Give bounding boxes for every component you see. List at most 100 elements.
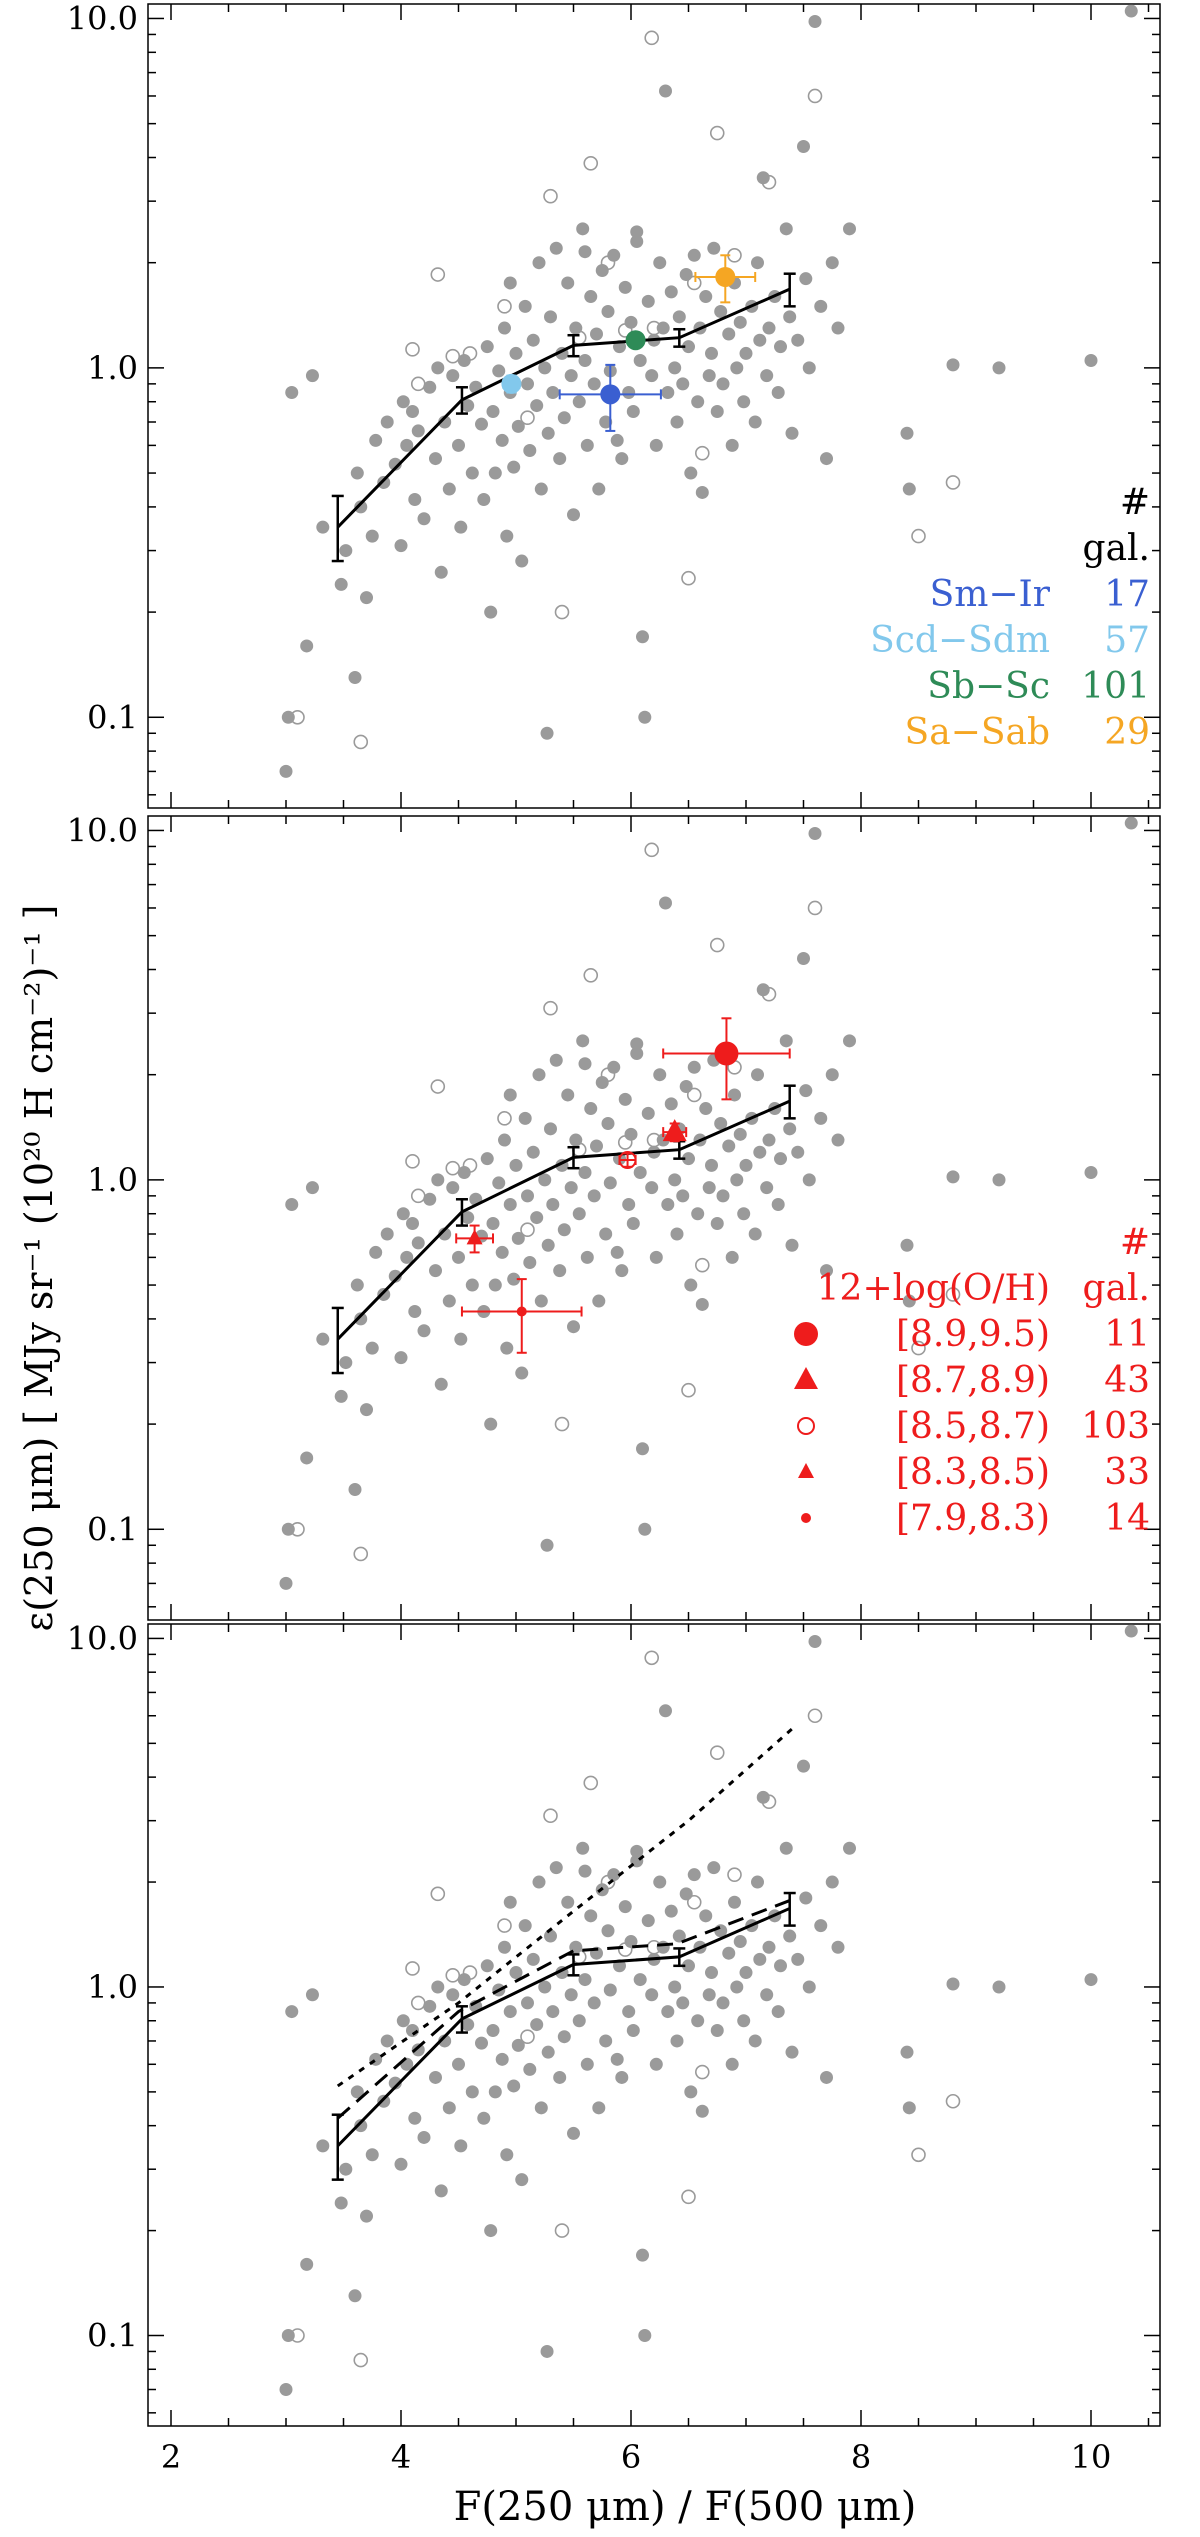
galaxy-point	[779, 222, 793, 236]
galaxy-point	[540, 1538, 554, 1552]
series-marker	[618, 1150, 637, 1169]
galaxy-point	[626, 1217, 640, 1231]
galaxy-point	[377, 1287, 391, 1301]
galaxy-point-open	[686, 1894, 702, 1910]
galaxy-point	[339, 1356, 353, 1370]
galaxy-point	[695, 1297, 709, 1311]
galaxy-point	[618, 280, 632, 294]
galaxy-point	[607, 1060, 621, 1074]
galaxy-point	[831, 1133, 845, 1147]
galaxy-point	[515, 1366, 529, 1380]
galaxy-point	[902, 1294, 916, 1308]
galaxy-point	[661, 2005, 675, 2019]
galaxy-point	[477, 493, 491, 507]
galaxy-point	[670, 2034, 684, 2048]
galaxy-point	[576, 222, 590, 236]
galaxy-point-open	[646, 320, 662, 336]
galaxy-point-open	[520, 2029, 535, 2044]
legend-marker	[797, 1417, 815, 1435]
galaxy-point	[457, 353, 471, 367]
galaxy-point	[549, 241, 563, 255]
y-tick-label: 1.0	[87, 1968, 138, 2006]
galaxy-point	[722, 327, 736, 341]
galaxy-point	[676, 1996, 690, 2010]
galaxy-point	[737, 1207, 751, 1221]
legend-entry-count: 17	[1104, 574, 1150, 615]
galaxy-point-open	[520, 1222, 535, 1238]
galaxy-point	[622, 2005, 636, 2019]
galaxy-point	[492, 1176, 506, 1190]
galaxy-point	[730, 1980, 744, 1994]
galaxy-point	[762, 321, 776, 335]
legend-marker	[794, 1367, 818, 1389]
galaxy-point	[530, 2018, 544, 2032]
galaxy-point	[760, 369, 774, 383]
galaxy-point	[659, 1704, 672, 1718]
galaxy-point	[716, 377, 730, 391]
galaxy-point	[484, 605, 498, 619]
galaxy-point	[705, 346, 718, 360]
galaxy-point	[695, 485, 709, 499]
galaxy-point	[705, 1966, 718, 1980]
galaxy-point	[452, 1250, 465, 1264]
galaxy-point-open	[554, 604, 570, 620]
galaxy-point	[534, 1294, 548, 1308]
galaxy-point-open	[807, 900, 823, 916]
y-tick-label: 0.1	[87, 698, 138, 736]
galaxy-point	[664, 1097, 678, 1111]
galaxy-point	[753, 1145, 767, 1159]
galaxy-point	[774, 1152, 787, 1166]
galaxy-point-open	[761, 986, 777, 1002]
galaxy-point-open	[554, 2223, 570, 2238]
galaxy-point	[679, 1887, 693, 1901]
galaxy-point	[369, 1245, 383, 1259]
y-tick-label: 1.0	[87, 1161, 138, 1199]
galaxy-point	[601, 1116, 615, 1130]
galaxy-point	[695, 2104, 709, 2118]
galaxy-point	[511, 1231, 525, 1245]
galaxy-point	[1084, 353, 1098, 367]
galaxy-point	[653, 1875, 667, 1889]
galaxy-point-open	[945, 475, 961, 490]
galaxy-point	[500, 529, 514, 543]
galaxy-point	[641, 1106, 655, 1120]
galaxy-point	[679, 1080, 693, 1094]
galaxy-point	[316, 2139, 330, 2153]
galaxy-point-open	[497, 299, 512, 314]
galaxy-point	[624, 315, 638, 329]
galaxy-point	[636, 1442, 649, 1456]
galaxy-point	[725, 2057, 739, 2071]
galaxy-point-open	[462, 1965, 478, 1980]
series-marker	[600, 384, 621, 405]
galaxy-point	[590, 1139, 603, 1153]
galaxy-point	[423, 1999, 437, 2013]
galaxy-point	[682, 1152, 695, 1166]
galaxy-point-open	[410, 1188, 426, 1204]
galaxy-point	[649, 438, 663, 452]
galaxy-point	[431, 1980, 445, 1994]
galaxy-point	[285, 386, 299, 400]
galaxy-point	[561, 1088, 575, 1102]
galaxy-point	[578, 245, 592, 259]
galaxy-point	[423, 380, 437, 394]
galaxy-point	[615, 2070, 629, 2084]
galaxy-point	[682, 340, 695, 354]
galaxy-point	[480, 340, 494, 354]
galaxy-point	[457, 1165, 471, 1179]
galaxy-point	[503, 1895, 517, 1909]
galaxy-point	[285, 1198, 299, 1212]
galaxy-point	[461, 1211, 475, 1225]
series-marker	[501, 373, 522, 394]
galaxy-point	[553, 452, 567, 466]
galaxy-point	[360, 591, 373, 605]
galaxy-point	[641, 294, 655, 308]
galaxy-point-open	[945, 1287, 961, 1302]
galaxy-point-open	[405, 342, 420, 357]
panel-bottom: 2 4 6 8 10 0.1 1.0 10.0	[67, 1619, 1161, 2476]
galaxy-point	[618, 1092, 632, 1106]
galaxy-point	[564, 1181, 578, 1195]
galaxy-point	[705, 1158, 718, 1172]
galaxy-point	[992, 1980, 1006, 1994]
galaxy-point	[521, 377, 534, 391]
galaxy-point	[540, 726, 554, 740]
